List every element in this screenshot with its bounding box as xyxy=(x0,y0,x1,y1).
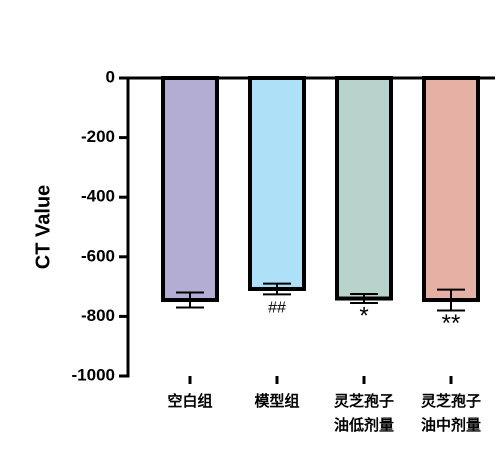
y-tick-label: -200 xyxy=(81,127,115,146)
bar xyxy=(161,76,219,303)
y-tick-label: 0 xyxy=(106,67,115,86)
significance-label: * xyxy=(359,302,368,329)
x-tick-label: 模型组 xyxy=(254,392,299,410)
x-tick-label: 灵芝孢子油中剂量 xyxy=(421,392,481,434)
y-tick-label: -1000 xyxy=(72,365,115,384)
y-tick-label: -600 xyxy=(81,246,115,265)
significance-label: ** xyxy=(442,310,461,337)
bar xyxy=(335,76,393,301)
y-tick-label: -800 xyxy=(81,306,115,325)
error-bar xyxy=(176,291,204,309)
bar xyxy=(248,76,306,291)
error-bar xyxy=(263,282,291,296)
x-tick-label: 灵芝孢子油低剂量 xyxy=(334,392,394,434)
bar xyxy=(422,76,480,303)
y-axis-label: CT Value xyxy=(32,185,54,269)
error-bar xyxy=(350,293,378,304)
significance-label: ## xyxy=(268,300,286,317)
x-tick-label: 空白组 xyxy=(167,392,212,410)
error-bar xyxy=(437,288,465,312)
y-tick-label: -400 xyxy=(81,187,115,206)
